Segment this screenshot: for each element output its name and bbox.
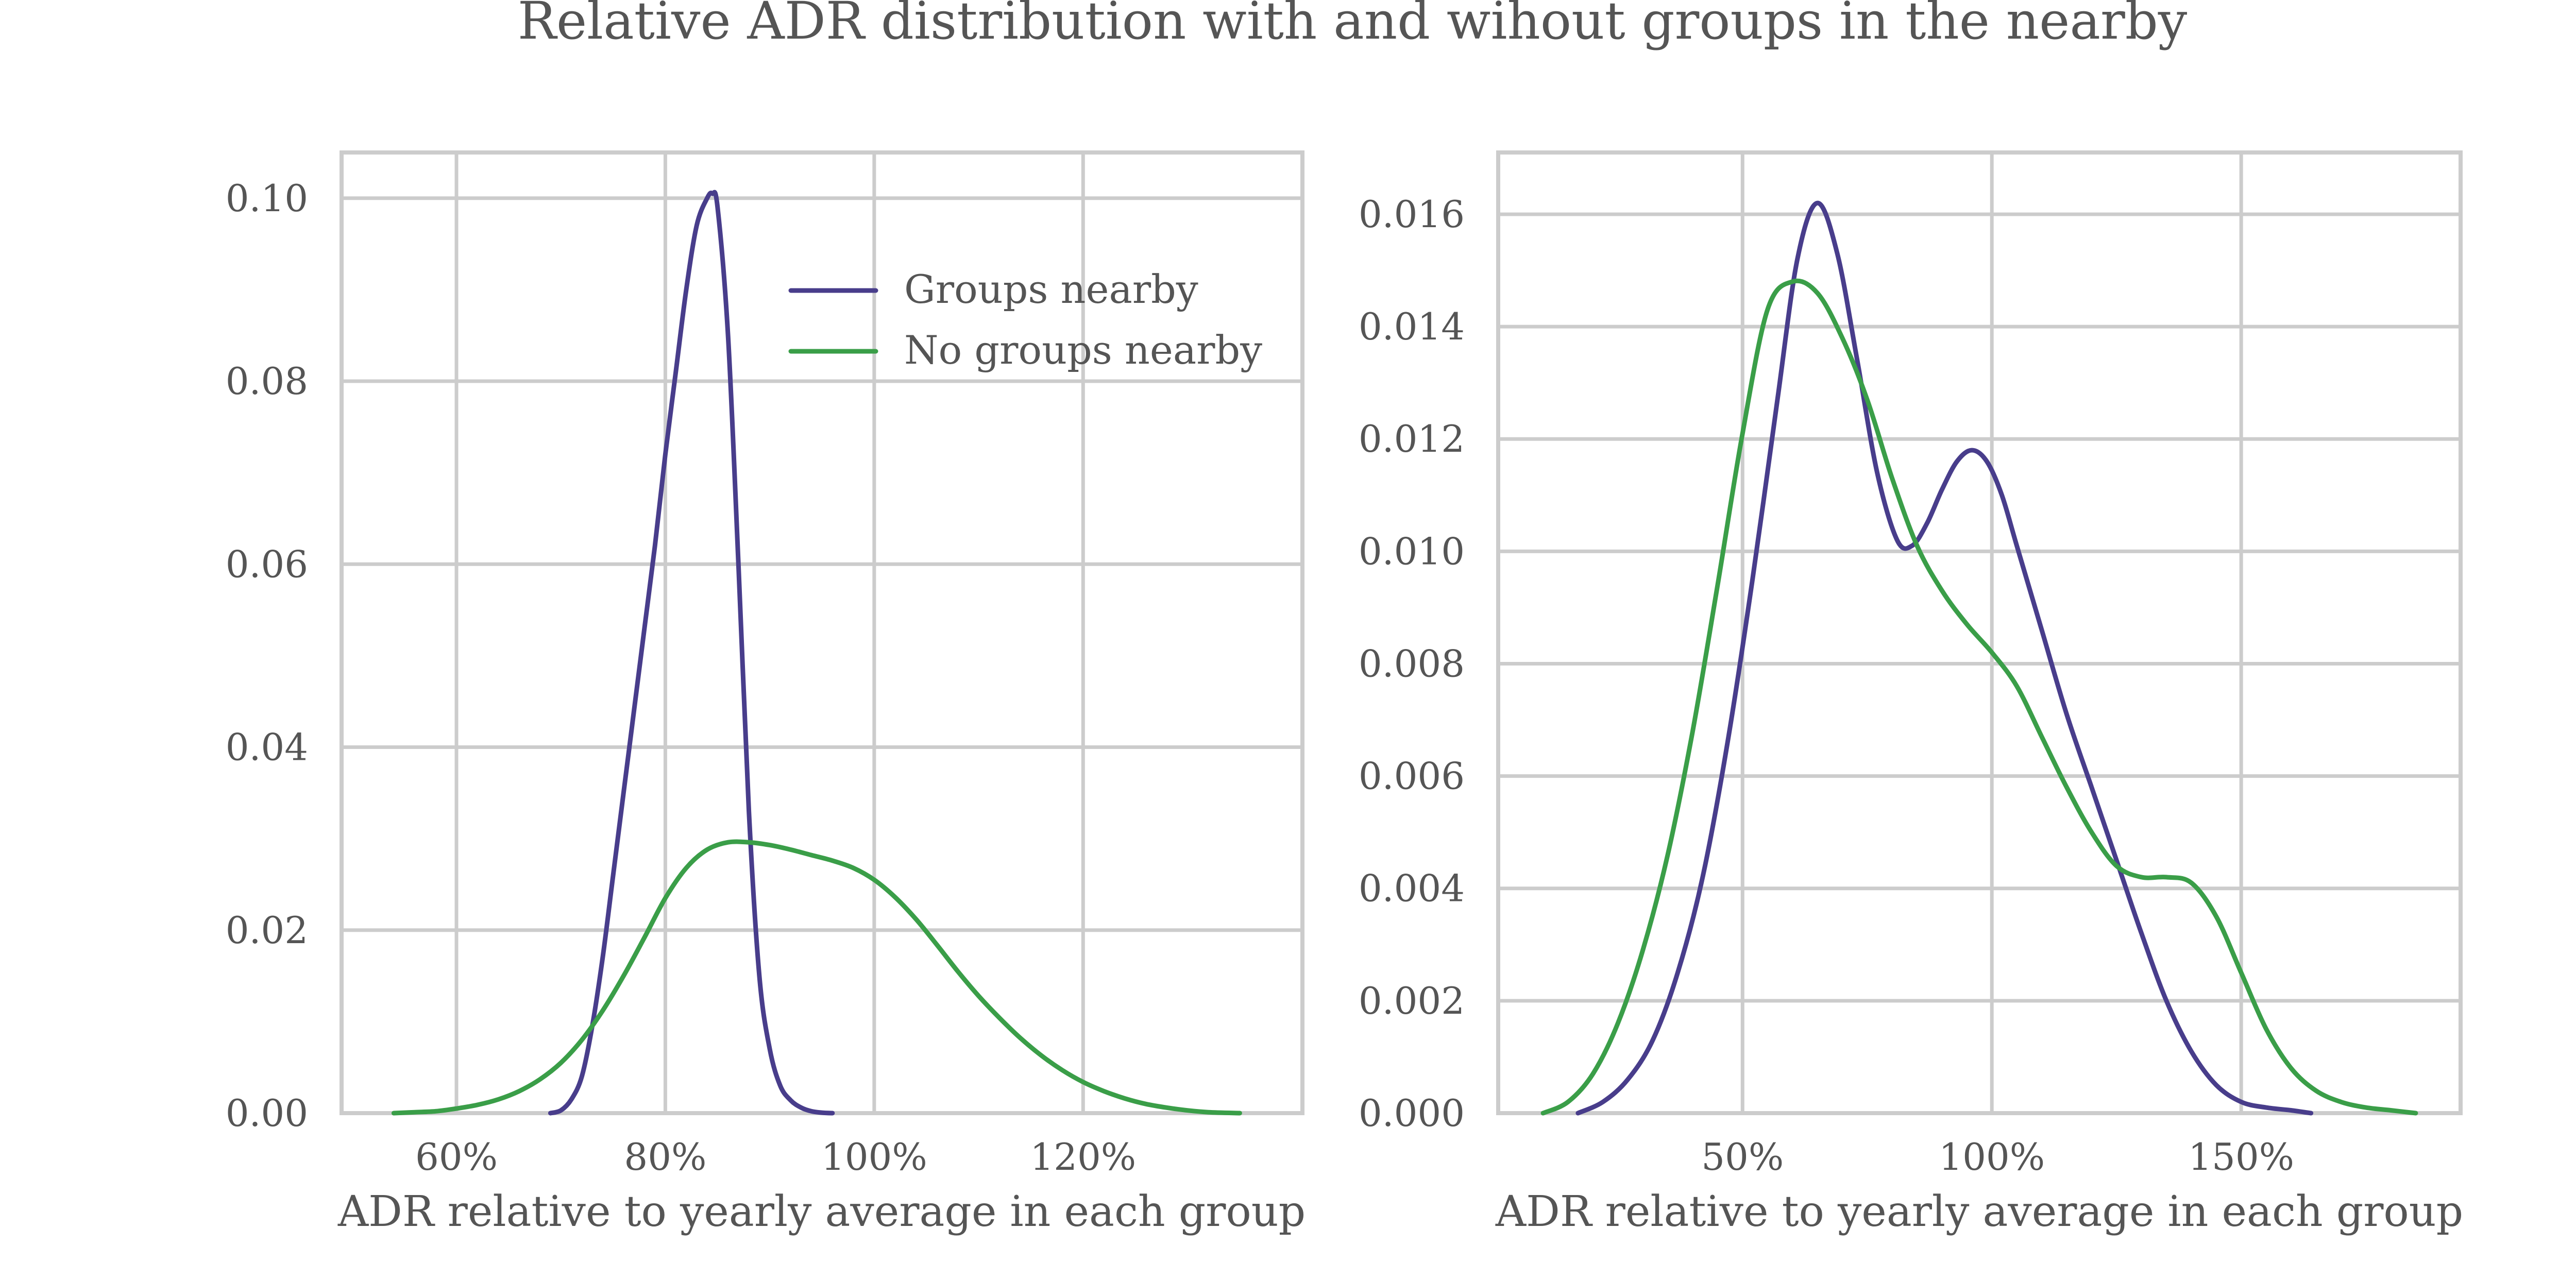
left-y-tick-label: 0.06 xyxy=(226,542,308,586)
left-x-tick-label: 80% xyxy=(624,1135,706,1179)
left-y-tick-label: 0.08 xyxy=(226,360,308,403)
right-series xyxy=(1540,200,2418,1116)
right-y-tick-label: 0.008 xyxy=(1359,642,1465,685)
left-density-panel: 60% 80% 100% 120% 0.000.020.040.060.080.10 … xyxy=(226,150,1306,1236)
legend-label-no-groups-nearby: No groups nearby xyxy=(904,327,1262,373)
figure-title: Relative ADR distribution with and wihou… xyxy=(518,0,2188,51)
right-y-tick-labels: 0.000 0.002 0.004 0.006 0.008 0.010 0.012 0.014… xyxy=(1359,193,1465,1135)
left-y-tick-label: 0.04 xyxy=(226,726,308,769)
legend: Groups nearby No groups nearby xyxy=(788,266,1262,373)
right-y-tick-label: 0.012 xyxy=(1359,417,1465,461)
left-y-tick-label: 0.10 xyxy=(226,177,308,220)
right-density-panel: 50% 100% 150% 0.0000.0020.0040.0060.0080.0… xyxy=(1359,150,2463,1236)
left-series-groups-nearby xyxy=(548,190,835,1116)
right-grid xyxy=(1498,152,2461,1115)
left-y-tick-labels: 0.00 0.02 0.04 0.06 0.08 0.10 xyxy=(226,177,308,1135)
right-x-tick-label: 50% xyxy=(1701,1135,1784,1179)
right-y-tick-label: 0.016 xyxy=(1359,193,1465,236)
right-plot-frame xyxy=(1496,150,2463,1115)
right-series-no-groups-nearby xyxy=(1540,278,2418,1116)
right-y-tick-label: 0.010 xyxy=(1359,530,1465,573)
left-y-tick-label: 0.02 xyxy=(226,909,308,952)
right-y-tick-label: 0.000 xyxy=(1359,1092,1465,1135)
left-x-tick-label: 120% xyxy=(1030,1135,1136,1179)
left-x-axis-label: ADR relative to yearly average in each g… xyxy=(337,1187,1306,1236)
legend-label-groups-nearby: Groups nearby xyxy=(904,266,1198,312)
right-y-tick-label: 0.006 xyxy=(1359,755,1465,798)
right-x-tick-label: 100% xyxy=(1939,1135,2045,1179)
right-y-tick-label: 0.004 xyxy=(1359,867,1465,910)
left-series-no-groups-nearby xyxy=(391,839,1242,1116)
right-x-tick-label: 150% xyxy=(2188,1135,2294,1179)
right-y-tick-label: 0.002 xyxy=(1359,979,1465,1022)
left-series xyxy=(391,190,1242,1116)
right-y-tick-label: 0.014 xyxy=(1359,305,1465,348)
left-x-tick-label: 100% xyxy=(821,1135,927,1179)
left-x-tick-labels: 60% 80% 100% 120% xyxy=(415,1135,1136,1179)
left-x-tick-label: 60% xyxy=(415,1135,498,1179)
right-x-tick-labels: 50% 100% 150% xyxy=(1701,1135,2294,1179)
right-x-axis-label: ADR relative to yearly average in each g… xyxy=(1495,1187,2463,1236)
left-y-tick-label: 0.00 xyxy=(226,1092,308,1135)
right-series-groups-nearby xyxy=(1575,200,2314,1116)
